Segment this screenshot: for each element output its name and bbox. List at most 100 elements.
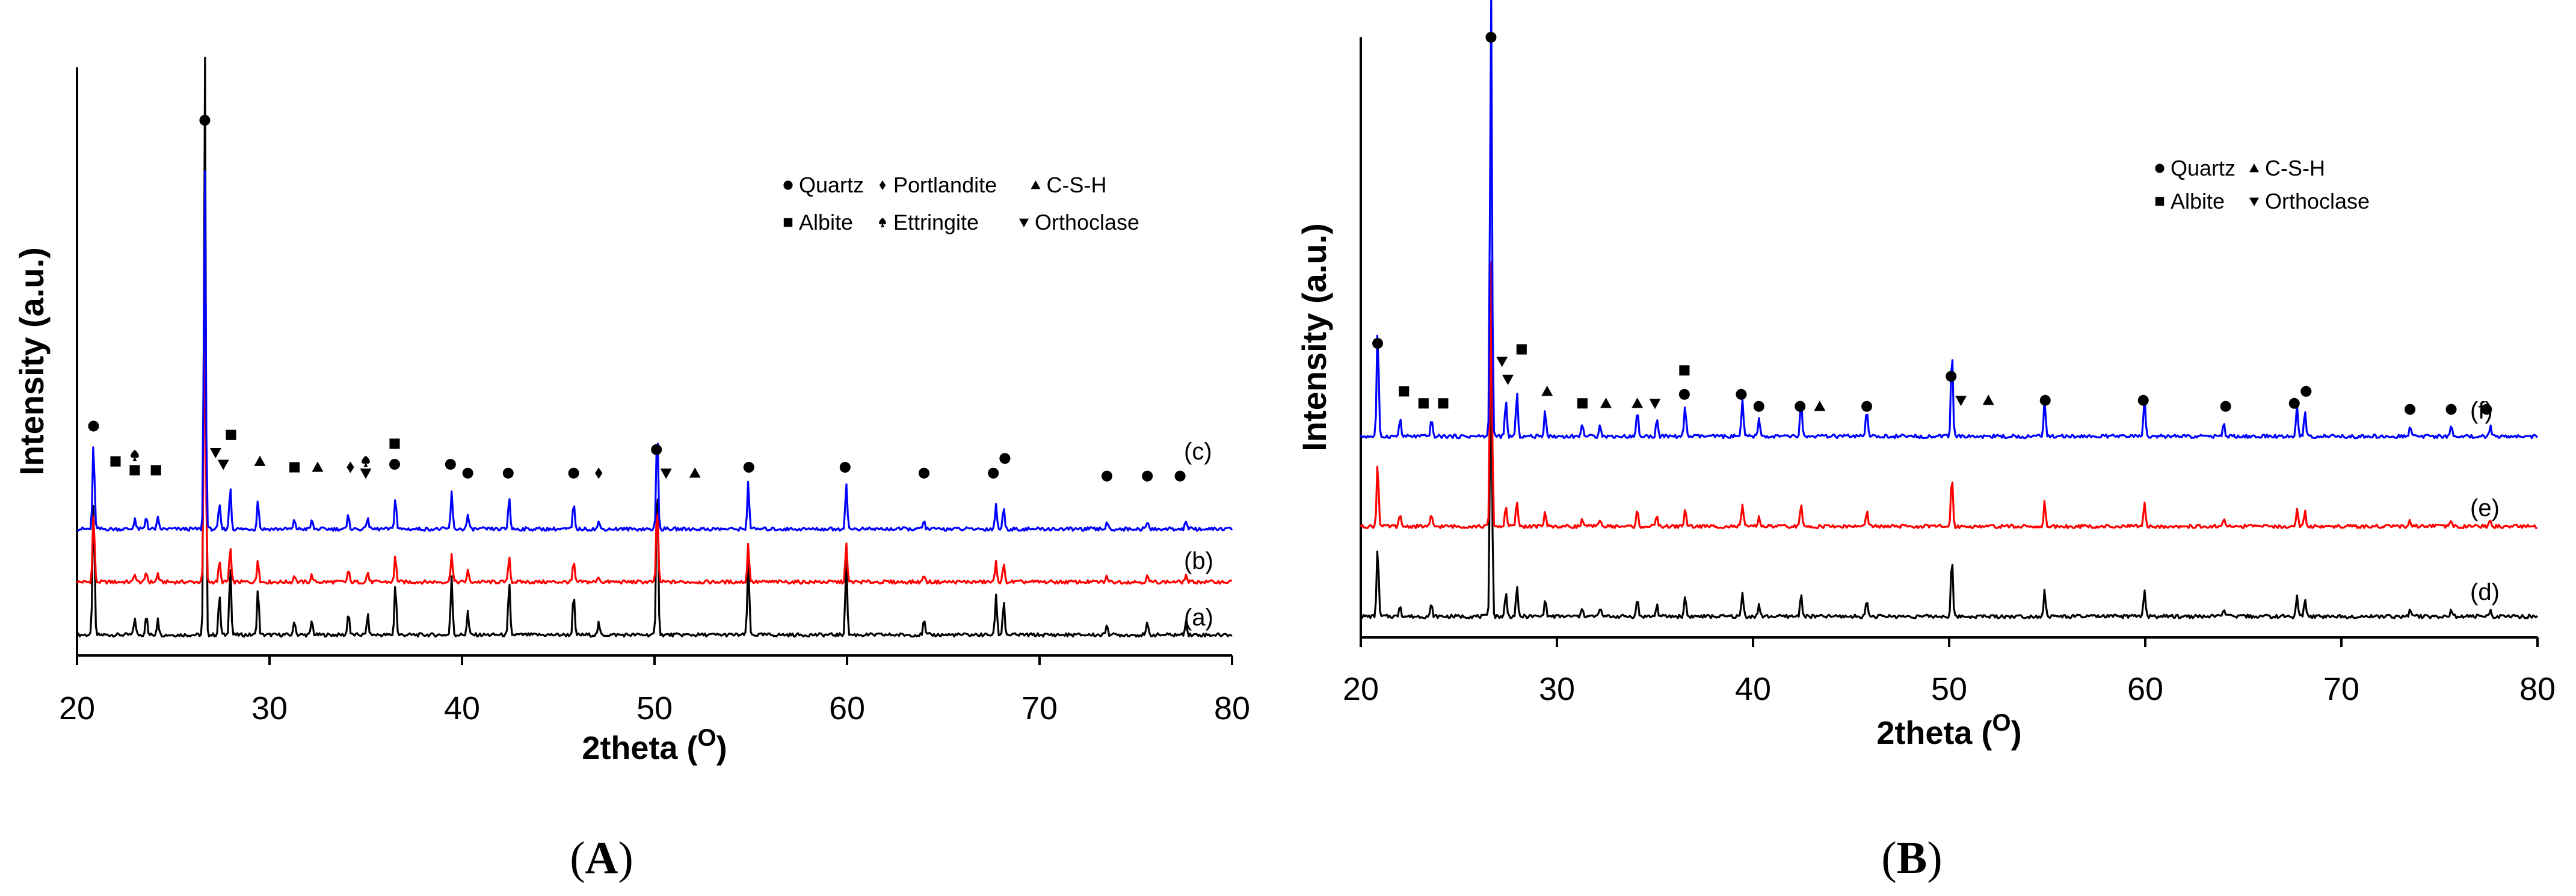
series-line-b xyxy=(76,292,1233,585)
x-tick-label: 40 xyxy=(444,690,480,726)
y-axis-title: Intensity (a.u.) xyxy=(1295,223,1333,452)
phase-marker-circle xyxy=(839,462,851,473)
phase-marker-square xyxy=(1418,398,1429,409)
legend-marker-triangle-up xyxy=(2249,164,2259,173)
x-axis-title: 2theta (O) xyxy=(582,725,727,766)
phase-marker-circle xyxy=(1485,31,1497,43)
legend-marker-triangle-down xyxy=(1019,218,1029,227)
phase-marker-spade xyxy=(362,455,370,467)
phase-marker-triangle-down xyxy=(660,468,672,479)
phase-marker-diamond xyxy=(595,467,603,479)
y-axis-title: Intensity (a.u.) xyxy=(13,247,51,476)
phase-marker-triangle-down xyxy=(1955,396,1967,407)
panel-letter: (A) xyxy=(570,833,633,883)
x-tick-label: 80 xyxy=(2519,671,2556,707)
series-line-f xyxy=(1360,0,2538,440)
phase-marker-triangle-down xyxy=(1502,375,1514,385)
phase-marker-circle xyxy=(2405,404,2416,415)
x-tick-label: 80 xyxy=(1214,690,1250,726)
phase-marker-circle xyxy=(1372,337,1384,349)
legend-label: Quartz xyxy=(2171,156,2236,180)
legend-marker-circle xyxy=(783,180,793,190)
legend-label: Orthoclase xyxy=(1035,210,1139,235)
legend-label: Quartz xyxy=(799,173,864,197)
phase-marker-square xyxy=(1399,386,1410,397)
phase-marker-triangle-down xyxy=(1496,357,1508,367)
legend-marker-triangle-up xyxy=(1031,180,1041,189)
phase-marker-circle xyxy=(2137,394,2149,406)
x-axis-title-main: 2theta ( xyxy=(1876,715,1992,751)
phase-marker-circle xyxy=(2445,404,2457,415)
x-tick-label: 70 xyxy=(2323,671,2359,707)
x-axis-title-close: ) xyxy=(2011,715,2022,751)
phase-marker-diamond xyxy=(347,461,354,473)
phase-marker-circle xyxy=(1101,470,1113,482)
panel-b: 20 30 40 50 60 70 80 2theta (O) Intensity (a.u.)… xyxy=(1295,0,2556,883)
series-label: (d) xyxy=(2470,579,2500,606)
phase-marker-triangle-up xyxy=(312,461,324,472)
legend-label: Orthoclase xyxy=(2265,189,2370,213)
phase-marker-triangle-down xyxy=(1649,399,1661,410)
legend-label: Portlandite xyxy=(893,173,997,197)
legend-marker-circle xyxy=(2155,164,2165,173)
phase-marker-triangle-up xyxy=(1632,397,1644,408)
phase-marker-circle xyxy=(2220,400,2231,412)
legend-marker-diamond xyxy=(879,180,886,190)
legend-label: C-S-H xyxy=(2265,156,2325,180)
phase-marker-square xyxy=(129,465,140,476)
panel-letter-close: ) xyxy=(618,833,633,883)
series-line-d xyxy=(1360,322,2538,619)
x-tick-label: 70 xyxy=(1021,690,1058,726)
phase-marker-circle xyxy=(2288,397,2300,409)
phase-marker-square xyxy=(1679,365,1690,376)
series-label: (e) xyxy=(2470,495,2500,521)
phase-marker-circle xyxy=(1795,400,1806,412)
x-axis-title-superscript: O xyxy=(1992,710,2011,736)
phase-marker-circle xyxy=(199,114,211,126)
phase-marker-square xyxy=(1438,398,1449,409)
panel-letter-open: ( xyxy=(1881,833,1896,883)
legend-label: Albite xyxy=(799,210,853,235)
x-axis-title-superscript: O xyxy=(697,725,716,751)
phase-marker-circle xyxy=(2039,394,2051,406)
legend-marker-square xyxy=(783,218,793,227)
phase-marker-square xyxy=(110,456,121,467)
series-line-c xyxy=(76,170,1233,532)
phase-marker-square xyxy=(1516,344,1527,355)
x-tick-label: 30 xyxy=(251,690,288,726)
legend-label: Albite xyxy=(2171,189,2225,213)
phase-marker-triangle-up xyxy=(1982,394,1994,405)
phase-marker-circle xyxy=(1174,470,1186,482)
phase-marker-circle xyxy=(1678,388,1690,400)
x-tick-label: 50 xyxy=(1931,671,1967,707)
phase-marker-triangle-down xyxy=(360,468,372,479)
phase-marker-circle xyxy=(988,467,999,479)
legend-marker-spade xyxy=(879,218,886,227)
phase-marker-circle xyxy=(2481,404,2492,415)
phase-marker-circle xyxy=(651,444,662,455)
phase-marker-square xyxy=(1577,398,1588,409)
phase-marker-circle xyxy=(743,462,754,473)
x-tick-label: 20 xyxy=(59,690,95,726)
phase-marker-triangle-up xyxy=(1600,397,1612,408)
legend-label: C-S-H xyxy=(1047,173,1107,197)
phase-marker-square xyxy=(226,429,236,440)
panel-letter-value: A xyxy=(585,833,618,883)
x-axis-title: 2theta (O) xyxy=(1876,710,2021,751)
phase-marker-triangle-up xyxy=(1541,385,1553,396)
phase-marker-circle xyxy=(1142,470,1153,482)
phase-marker-triangle-up xyxy=(1814,400,1826,411)
phase-marker-circle xyxy=(502,467,514,479)
panel-letter: (B) xyxy=(1881,833,1942,883)
series-label: (c) xyxy=(1184,438,1212,465)
phase-marker-circle xyxy=(999,453,1011,464)
phase-marker-triangle-down xyxy=(209,447,221,459)
phase-marker-triangle-up xyxy=(254,455,266,466)
panel-letter-open: ( xyxy=(570,833,585,883)
phase-marker-circle xyxy=(389,459,401,470)
x-tick-label: 20 xyxy=(1343,671,1379,707)
phase-marker-circle xyxy=(88,420,99,432)
phase-marker-square xyxy=(389,438,400,449)
phase-marker-triangle-up xyxy=(689,467,701,478)
phase-marker-spade xyxy=(131,449,139,461)
